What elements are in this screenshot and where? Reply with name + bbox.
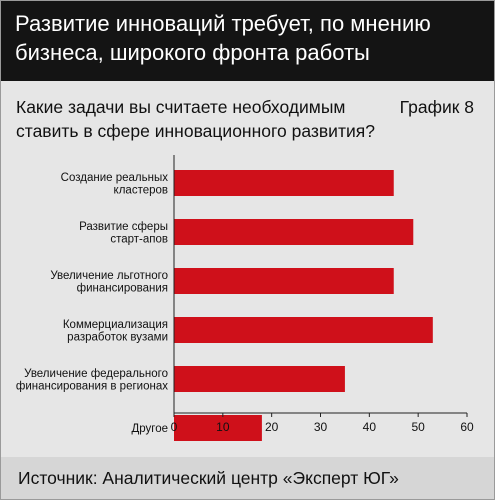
page-title: Развитие инноваций требует, по мнению би… [15,11,431,65]
bar [174,366,345,392]
category-label: Увеличение федерального финансирования в … [16,368,168,393]
bar [174,170,394,196]
chart-number: График 8 [399,97,474,117]
category-label: Увеличение льготного финансирования [50,270,168,295]
header-bar: Развитие инноваций требует, по мнению би… [1,1,494,81]
bar [174,219,414,245]
x-tick-label: 10 [216,420,230,434]
x-tick-label: 30 [314,420,328,434]
bar-chart: Создание реальных кластеров Развитие сферы… [16,155,474,441]
chart-question: Какие задачи вы считаете необходимым ста… [16,97,375,141]
category-label: Другое [131,423,168,435]
category-label: Коммерциализация разработок вузами [63,319,168,344]
bar [174,317,433,343]
bar [174,415,262,441]
footer-bar: Источник: Аналитический центр «Эксперт Ю… [1,457,494,499]
x-tick-label: 0 [171,420,178,434]
source-note: Источник: Аналитический центр «Эксперт Ю… [18,468,399,488]
category-label: Создание реальных кластеров [61,172,169,197]
category-label: Развитие сферы старт-апов [79,221,168,246]
x-tick-label: 40 [363,420,377,434]
x-tick-label: 20 [265,420,279,434]
bar [174,268,394,294]
x-tick-label: 60 [460,420,474,434]
x-tick-label: 50 [411,420,425,434]
